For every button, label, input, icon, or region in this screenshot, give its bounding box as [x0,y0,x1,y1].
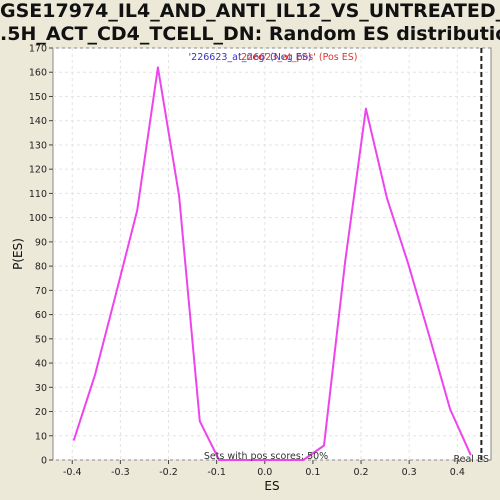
y-tick-label: 150 [29,92,47,103]
y-tick-label: 80 [35,262,47,273]
y-tick-label: 10 [35,431,47,442]
pos-scores-annotation: Sets with pos scores: 50% [204,451,328,462]
y-tick-label: 0 [41,456,47,467]
real-es-label: Real ES [453,454,489,465]
x-tick-label: -0.2 [159,467,178,478]
x-tick-label: 0.0 [257,467,272,478]
y-tick-label: 60 [35,310,47,321]
plot-area [52,47,492,461]
chart-title-line-1: GSE17974_IL4_AND_ANTI_IL12_VS_UNTREATED_… [0,0,500,22]
y-tick-label: 50 [35,334,47,345]
x-tick-label: 0.1 [305,467,320,478]
y-tick-label: 90 [35,237,47,248]
grid-lines [53,47,491,461]
y-tick-label: 40 [35,359,47,370]
y-axis-label: P(ES) [11,238,25,270]
y-tick-label: 20 [35,407,47,418]
x-tick-label: 0.3 [402,467,417,478]
y-tick-label: 130 [29,140,47,151]
es-distribution-line [72,66,472,461]
y-axis: 0 10 20 30 40 50 60 70 80 90 100 110 120 130 140 150 160… [29,44,53,467]
x-tick-label: 0.4 [450,467,465,478]
x-axis-label: ES [264,479,279,493]
y-tick-label: 170 [29,44,47,55]
x-tick-label: -0.1 [207,467,226,478]
x-tick-label: 0.2 [353,467,368,478]
y-tick-label: 30 [35,383,47,394]
chart-title: GSE17974_IL4_AND_ANTI_IL12_VS_UNTREATED_… [0,0,500,46]
x-tick-label: -0.4 [63,467,82,478]
pos-es-label: '226623_at_pos' (Pos ES) [239,52,358,63]
x-axis: -0.4 -0.3 -0.2 -0.1 0.0 0.1 0.2 0.3 0.4 [63,460,465,478]
neg-es-label: '226623_at_neg' (Neg ES) [189,52,312,63]
y-tick-label: 140 [29,116,47,127]
y-tick-label: 70 [35,286,47,297]
x-tick-label: -0.3 [111,467,130,478]
y-tick-label: 160 [29,68,47,79]
y-tick-label: 100 [29,213,47,224]
y-tick-label: 120 [29,165,47,176]
chart-title-line-2: .5H_ACT_CD4_TCELL_DN: Random ES distribu… [0,23,500,45]
y-tick-label: 110 [29,189,47,200]
